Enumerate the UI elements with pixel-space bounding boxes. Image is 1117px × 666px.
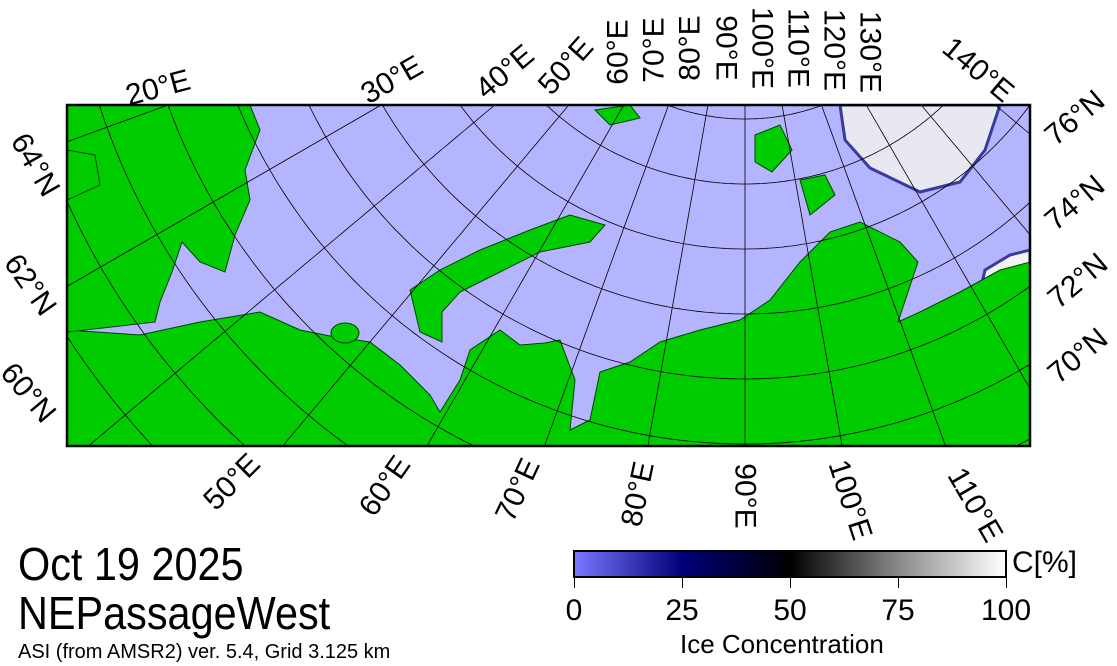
meridian-line bbox=[821, 105, 946, 446]
colorbar-tick bbox=[574, 576, 575, 588]
meridian-line bbox=[544, 105, 669, 446]
top-lon-label: 140°E bbox=[936, 31, 1020, 109]
latitude-line bbox=[67, 335, 154, 446]
date-title: Oct 19 2025 bbox=[18, 538, 244, 590]
colorbar bbox=[573, 550, 1007, 578]
colorbar-unit: C[%] bbox=[1012, 546, 1078, 579]
latitude-line bbox=[67, 200, 246, 446]
meridian-line bbox=[87, 105, 496, 446]
meridian-line bbox=[282, 105, 570, 446]
colorbar-tick bbox=[898, 576, 899, 588]
meridian-line bbox=[68, 105, 170, 142]
meridian-line bbox=[920, 105, 1030, 236]
meridian-line bbox=[994, 105, 1030, 135]
right-lat-label: 76°N bbox=[1039, 84, 1112, 152]
bottom-lon-label: 110°E bbox=[941, 462, 1010, 548]
top-lon-label: 90°E bbox=[710, 15, 743, 80]
colorbar-tick bbox=[790, 576, 791, 588]
land-mainland bbox=[67, 221, 1030, 446]
top-lon-label: 40°E bbox=[469, 38, 540, 105]
colorbar-tick bbox=[1006, 576, 1007, 588]
right-lat-label: 74°N bbox=[1039, 169, 1112, 237]
top-lon-label: 50°E bbox=[532, 31, 600, 102]
colorbar-tick-label: 50 bbox=[773, 594, 807, 627]
left-lat-label: 64°N bbox=[4, 128, 66, 203]
colorbar-tick-label: 25 bbox=[665, 594, 699, 627]
map-frame bbox=[65, 103, 1032, 448]
right-lat-label: 70°N bbox=[1042, 322, 1115, 390]
top-lon-label: 110°E bbox=[782, 8, 815, 88]
latitude-line bbox=[237, 105, 1030, 445]
bottom-lon-label: 80°E bbox=[615, 459, 661, 530]
land-scandinavia bbox=[67, 105, 261, 333]
land-severnaya-zemlya-2 bbox=[799, 174, 836, 216]
bottom-lon-label: 60°E bbox=[353, 450, 418, 522]
land-novaya-zemlya bbox=[409, 214, 606, 343]
meridian-line bbox=[67, 105, 383, 287]
region-title: NEPassageWest bbox=[18, 587, 331, 639]
colorbar-tick bbox=[682, 576, 683, 588]
colorbar-tick-label: 0 bbox=[565, 594, 583, 627]
top-lon-label: 60°E bbox=[602, 19, 635, 84]
land-severnaya-zemlya-1 bbox=[754, 124, 793, 173]
meridian-line bbox=[866, 106, 1030, 390]
left-lat-label: 62°N bbox=[0, 248, 63, 322]
top-lon-label: 70°E bbox=[638, 17, 671, 82]
top-lon-label: 120°E bbox=[818, 9, 851, 91]
source-caption: ASI (from AMSR2) ver. 5.4, Grid 3.125 km bbox=[18, 641, 391, 663]
sea-ice-area bbox=[838, 105, 1002, 194]
bottom-lon-label: 100°E bbox=[822, 456, 879, 544]
land-greenland-edge bbox=[67, 149, 101, 201]
bottom-lon-label: 90°E bbox=[729, 463, 762, 528]
bottom-lon-label: 70°E bbox=[489, 453, 547, 526]
left-lat-label: 60°N bbox=[0, 357, 62, 430]
top-lon-label: 80°E bbox=[674, 15, 707, 80]
meridian-line bbox=[426, 106, 624, 446]
bottom-lon-label: 50°E bbox=[197, 447, 267, 517]
land-franz-josef bbox=[593, 105, 641, 126]
colorbar-title: Ice Concentration bbox=[680, 629, 884, 659]
meridian-line bbox=[781, 105, 843, 446]
top-lon-label: 30°E bbox=[355, 49, 428, 110]
latitude-line bbox=[381, 105, 1030, 315]
land bbox=[67, 105, 1030, 446]
top-lon-label: 100°E bbox=[746, 7, 779, 89]
meridian-line bbox=[647, 105, 709, 446]
right-lat-label: 72°N bbox=[1042, 247, 1115, 315]
land-kolguev bbox=[330, 322, 360, 344]
latitude-line bbox=[98, 105, 349, 446]
colorbar-tick-label: 75 bbox=[881, 594, 915, 627]
colorbar-tick-label: 100 bbox=[980, 594, 1032, 627]
top-lon-label: 130°E bbox=[854, 11, 887, 93]
latitude-line bbox=[308, 105, 1030, 380]
